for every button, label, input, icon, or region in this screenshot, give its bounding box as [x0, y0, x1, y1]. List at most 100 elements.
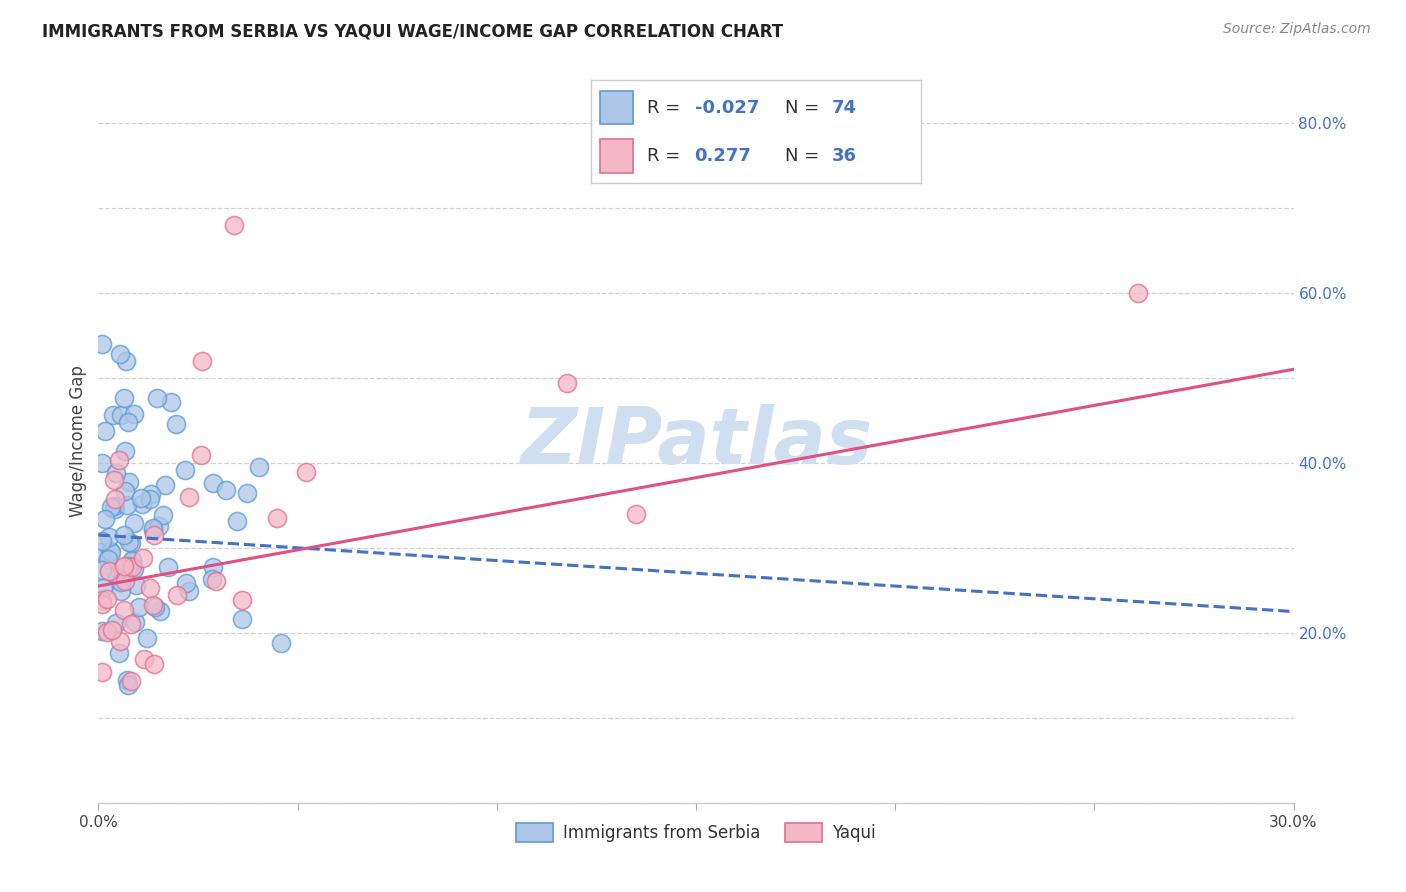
Point: [125, 578, 148, 592]
Point: [96, 624, 118, 639]
Point: [117, 498, 139, 512]
Point: [141, 487, 163, 501]
Point: [110, 634, 132, 648]
Point: [236, 486, 259, 500]
Text: 36: 36: [832, 146, 856, 165]
Point: [91, 336, 114, 351]
Point: [98, 544, 121, 558]
Point: [201, 572, 224, 586]
Point: [105, 567, 128, 582]
Point: [110, 408, 132, 422]
Point: [202, 559, 225, 574]
Point: [174, 463, 197, 477]
Point: [118, 559, 141, 574]
Point: [91, 581, 114, 595]
Point: [117, 475, 139, 490]
Y-axis label: Wage/Income Gap: Wage/Income Gap: [69, 366, 87, 517]
Point: [108, 453, 131, 467]
Point: [114, 484, 136, 499]
Point: [134, 652, 156, 666]
Point: [128, 600, 150, 615]
Text: -0.027: -0.027: [695, 99, 759, 117]
Point: [114, 574, 136, 589]
Point: [105, 466, 128, 480]
Point: [131, 497, 153, 511]
Point: [247, 460, 270, 475]
Point: [121, 553, 143, 567]
Point: [91, 545, 114, 559]
Point: [176, 575, 198, 590]
Point: [226, 514, 249, 528]
Point: [121, 554, 143, 568]
Point: [231, 612, 253, 626]
Point: [202, 476, 225, 491]
Text: 74: 74: [832, 99, 856, 117]
Point: [96, 592, 118, 607]
Text: IMMIGRANTS FROM SERBIA VS YAQUI WAGE/INCOME GAP CORRELATION CHART: IMMIGRANTS FROM SERBIA VS YAQUI WAGE/INC…: [42, 22, 783, 40]
Point: [177, 583, 200, 598]
Point: [91, 456, 114, 470]
Point: [100, 500, 122, 514]
Text: R =: R =: [647, 146, 692, 165]
Point: [108, 347, 131, 361]
Point: [222, 218, 245, 232]
Point: [103, 408, 125, 422]
Point: [91, 563, 114, 577]
Point: [121, 560, 143, 574]
Point: [145, 599, 167, 614]
Point: [205, 574, 228, 588]
Point: [105, 616, 128, 631]
Legend: Immigrants from Serbia, Yaqui: Immigrants from Serbia, Yaqui: [509, 816, 883, 848]
Point: [108, 646, 131, 660]
FancyBboxPatch shape: [600, 91, 634, 124]
Point: [190, 448, 212, 462]
Point: [142, 521, 165, 535]
Point: [179, 491, 201, 505]
Point: [165, 417, 187, 431]
Point: [166, 588, 188, 602]
Point: [91, 624, 114, 638]
Point: [103, 499, 125, 513]
Point: [626, 507, 648, 521]
Point: [138, 491, 160, 506]
Point: [152, 508, 174, 522]
Point: [142, 523, 165, 537]
Point: [124, 615, 146, 630]
Text: ZIPatlas: ZIPatlas: [520, 403, 872, 480]
Point: [110, 561, 132, 575]
Point: [1128, 285, 1150, 300]
Point: [148, 519, 170, 533]
Point: [118, 534, 141, 549]
Point: [215, 483, 238, 498]
Point: [100, 544, 122, 558]
Point: [146, 391, 169, 405]
Text: 0.277: 0.277: [695, 146, 751, 165]
Point: [100, 624, 122, 638]
Point: [122, 516, 145, 530]
Point: [91, 597, 114, 611]
Point: [132, 550, 155, 565]
Point: [159, 395, 181, 409]
Text: Source: ZipAtlas.com: Source: ZipAtlas.com: [1223, 22, 1371, 37]
Point: [142, 599, 165, 613]
Point: [135, 631, 157, 645]
Point: [157, 560, 180, 574]
Text: N =: N =: [786, 146, 825, 165]
Point: [266, 510, 288, 524]
Point: [103, 473, 125, 487]
Point: [131, 491, 153, 506]
Point: [191, 353, 214, 368]
Text: N =: N =: [786, 99, 825, 117]
FancyBboxPatch shape: [600, 139, 634, 173]
Point: [120, 536, 142, 550]
Point: [149, 604, 172, 618]
Point: [120, 616, 142, 631]
Point: [115, 673, 138, 688]
Point: [110, 583, 132, 598]
Point: [138, 581, 160, 595]
Point: [122, 562, 145, 576]
Point: [104, 502, 127, 516]
Point: [91, 665, 114, 679]
Point: [91, 534, 114, 549]
Point: [98, 530, 121, 544]
